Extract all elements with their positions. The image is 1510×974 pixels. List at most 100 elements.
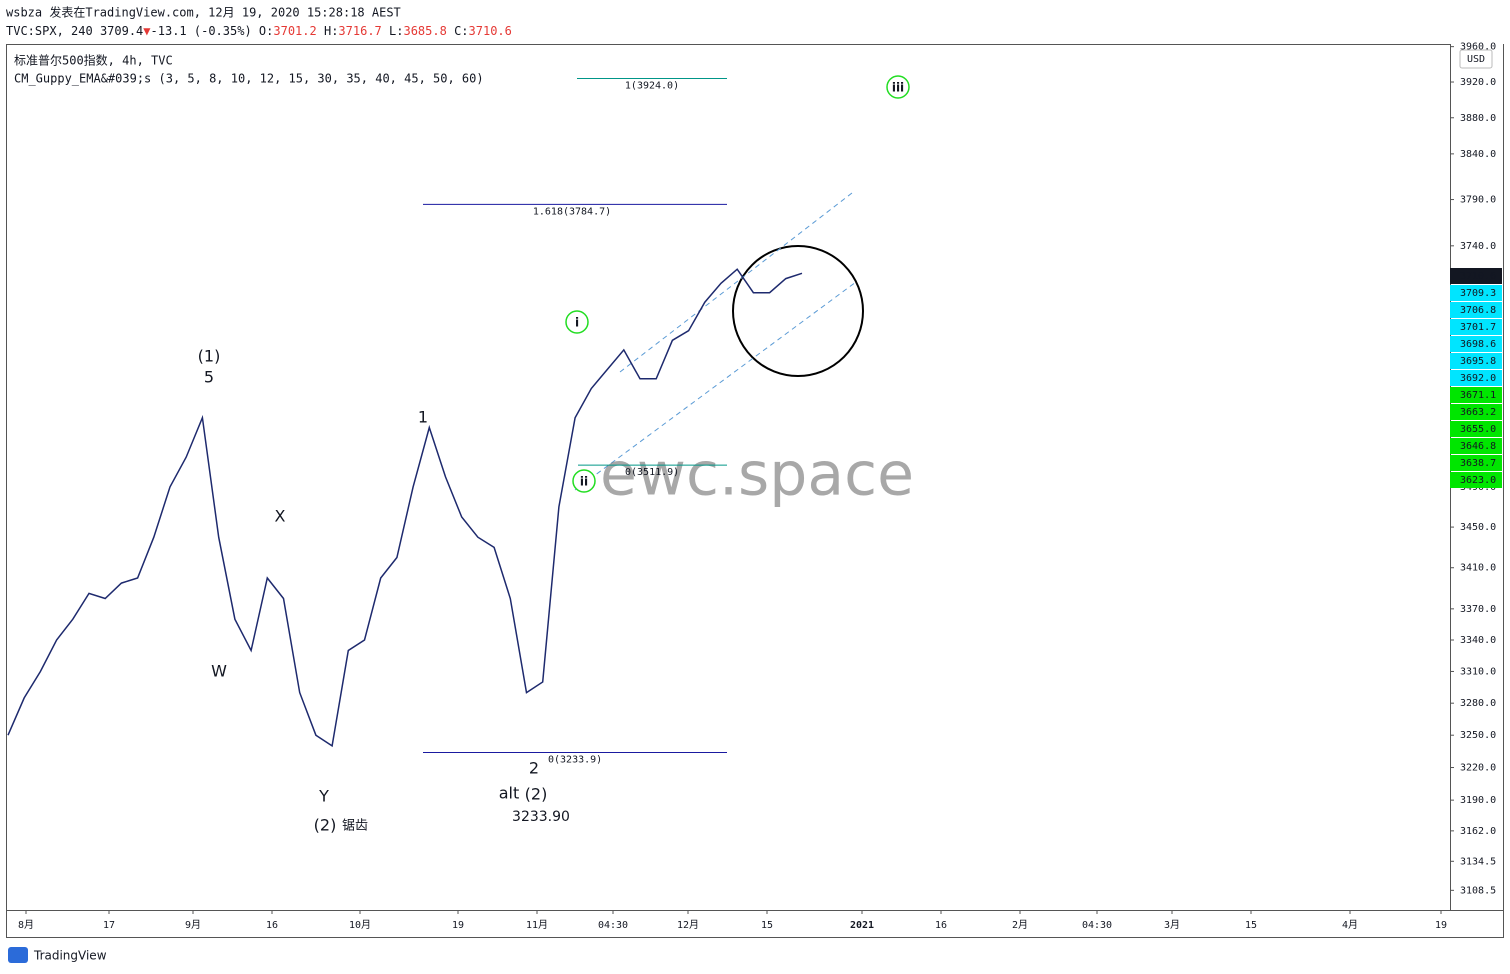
fib-label: 0(3511.9) xyxy=(625,467,679,478)
wave-label: (1) xyxy=(198,347,221,366)
y-tick-label: 3280.0 xyxy=(1460,698,1496,709)
author-line: wsbza 发表在TradingView.com, 12月 19, 2020 1… xyxy=(6,5,401,20)
price-tag xyxy=(1450,421,1502,437)
y-tick-label: 3340.0 xyxy=(1460,635,1496,646)
wave-label: 5 xyxy=(204,368,214,387)
logo: TradingView xyxy=(33,949,107,963)
x-tick-label: 11月 xyxy=(526,919,548,931)
x-tick-label: 19 xyxy=(1435,920,1447,931)
ohlc-label: L: xyxy=(389,24,403,38)
highlight-circle xyxy=(732,245,864,377)
ohlc-value: 3710.6 xyxy=(469,24,512,38)
logo-icon xyxy=(8,947,28,963)
price-line xyxy=(7,268,803,748)
wave-label: W xyxy=(211,662,227,681)
ohlc-value: 3716.7 xyxy=(338,24,381,38)
price-tag xyxy=(1450,353,1502,369)
wave-label: 锯齿 xyxy=(342,819,368,834)
wave-label: 2 xyxy=(529,759,539,778)
wave-label: (2) xyxy=(525,785,548,804)
price-tag xyxy=(1450,319,1502,335)
wave-circle xyxy=(886,75,910,99)
wave-circle xyxy=(565,310,589,334)
price-tag xyxy=(1450,336,1502,352)
wave-label: 1 xyxy=(418,408,428,427)
wave-label: 3233.90 xyxy=(512,809,570,825)
x-tick-label: 2021 xyxy=(850,920,874,931)
wave-label: X xyxy=(275,507,286,526)
wave-circle xyxy=(572,469,596,493)
price-tag-label: 3655.0 xyxy=(1460,424,1496,435)
y-tick-label: 3450.0 xyxy=(1460,522,1496,533)
y-tick-label: 3790.0 xyxy=(1460,195,1496,206)
y-tick-label: 3410.0 xyxy=(1460,563,1496,574)
currency-box xyxy=(1459,49,1493,69)
price-tag-label: 3701.7 xyxy=(1460,322,1496,333)
price-tag xyxy=(1450,370,1502,386)
y-tick-label: 3310.0 xyxy=(1460,666,1496,677)
x-tick-label: 17 xyxy=(103,920,115,931)
circled-label: iii xyxy=(892,81,904,95)
price-tag xyxy=(1450,285,1502,301)
x-tick-label: 16 xyxy=(266,920,278,931)
x-tick-label: 04:30 xyxy=(1082,920,1112,931)
price-tag-label: 3663.2 xyxy=(1460,407,1496,418)
watermark: ewc.space xyxy=(600,440,914,510)
x-tick-label: 15 xyxy=(1245,920,1257,931)
x-tick-label: 19 xyxy=(452,920,464,931)
price-tag-label: 3692.0 xyxy=(1460,373,1496,384)
price-tag-label: 3706.8 xyxy=(1460,305,1496,316)
y-tick-label: 3370.0 xyxy=(1460,604,1496,615)
price-tag-label: 3638.7 xyxy=(1460,458,1496,469)
y-tick-label: 3920.0 xyxy=(1460,77,1496,88)
y-tick-label: 3134.5 xyxy=(1460,856,1496,867)
x-tick-label: 2月 xyxy=(1012,919,1028,931)
y-tick-label: 3162.0 xyxy=(1460,826,1496,837)
fib-label: 0(3233.9) xyxy=(548,755,602,766)
price: 3709.4 xyxy=(100,24,143,38)
ohlc-label: O: xyxy=(259,24,273,38)
channel-line xyxy=(619,192,853,373)
ohlc-label: C: xyxy=(454,24,468,38)
price-tag xyxy=(1450,387,1502,403)
price-tag xyxy=(1450,472,1502,488)
price-tag xyxy=(1450,268,1502,284)
x-tick-label: 12月 xyxy=(677,919,699,931)
price-tag-label: 3623.0 xyxy=(1460,475,1496,486)
channel-line xyxy=(574,281,857,491)
x-tick-label: 3月 xyxy=(1164,919,1180,931)
y-tick-label: 3740.0 xyxy=(1460,241,1496,252)
x-tick-label: 04:30 xyxy=(598,920,628,931)
legend-indicator: CM_Guppy_EMA&#039;s (3, 5, 8, 10, 12, 15… xyxy=(14,72,484,86)
wave-label: Y xyxy=(318,787,329,806)
fib-label: 1.618(3784.7) xyxy=(533,206,611,217)
x-tick-label: 4月 xyxy=(1342,919,1358,931)
price-tag-label: 3671.1 xyxy=(1460,390,1496,401)
price-tag xyxy=(1450,438,1502,454)
price-tag-label: 3710.6 xyxy=(1460,271,1496,282)
y-tick-label: 3250.0 xyxy=(1460,730,1496,741)
x-tick-label: 15 xyxy=(761,920,773,931)
y-tick-label: 3220.0 xyxy=(1460,763,1496,774)
symbol-line: TVC:SPX, 240 3709.4▼-13.1 (-0.35%) O:370… xyxy=(6,24,512,38)
price-tag-label: 3698.6 xyxy=(1460,339,1496,350)
symbol: TVC:SPX, 240 xyxy=(6,24,93,38)
y-tick-label: 3108.5 xyxy=(1460,885,1496,896)
ohlc-label: H: xyxy=(324,24,338,38)
ohlc-value: 3685.8 xyxy=(403,24,446,38)
change: -13.1 (-0.35%) xyxy=(151,24,252,38)
currency: USD xyxy=(1467,54,1485,65)
price-tag-label: 3709.3 xyxy=(1460,288,1496,299)
x-tick-label: 9月 xyxy=(185,919,201,931)
x-tick-label: 10月 xyxy=(349,919,371,931)
wave-label: (2) xyxy=(314,816,337,835)
price-tag xyxy=(1450,302,1502,318)
legend-name: 标准普尔500指数, 4h, TVC xyxy=(14,53,173,68)
price-tag xyxy=(1450,404,1502,420)
price-tag-label: 3695.8 xyxy=(1460,356,1496,367)
fib-label: 1(3924.0) xyxy=(625,80,679,91)
y-tick-label: 3960.0 xyxy=(1460,42,1496,53)
price-tag-label: 3646.8 xyxy=(1460,441,1496,452)
circled-label: i xyxy=(575,316,579,330)
